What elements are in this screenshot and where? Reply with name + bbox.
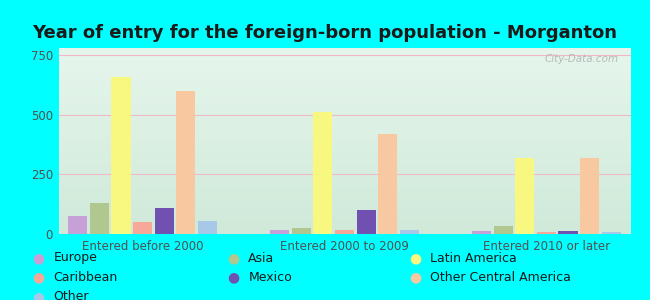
Bar	[400, 230, 419, 234]
Bar	[292, 228, 311, 234]
Bar	[472, 231, 491, 234]
Bar	[198, 221, 217, 234]
Bar	[133, 222, 152, 234]
Bar	[155, 208, 174, 234]
Text: Mexico: Mexico	[248, 271, 292, 284]
Bar	[580, 158, 599, 234]
Bar	[537, 232, 556, 234]
Text: Asia: Asia	[248, 251, 274, 265]
Text: Caribbean: Caribbean	[53, 271, 118, 284]
Bar	[111, 76, 131, 234]
Text: Latin America: Latin America	[430, 251, 517, 265]
Text: Other Central America: Other Central America	[430, 271, 571, 284]
Text: Other: Other	[53, 290, 89, 300]
Bar	[515, 158, 534, 234]
Bar	[90, 203, 109, 234]
Bar	[335, 230, 354, 234]
Text: ●: ●	[410, 271, 422, 284]
Text: ●: ●	[32, 290, 45, 300]
Text: ●: ●	[410, 251, 422, 265]
Bar	[558, 231, 578, 234]
Text: Europe: Europe	[53, 251, 98, 265]
Bar	[378, 134, 397, 234]
Text: ●: ●	[227, 251, 240, 265]
Text: ●: ●	[32, 251, 45, 265]
Text: City-Data.com: City-Data.com	[545, 54, 619, 64]
Bar	[493, 226, 513, 234]
Bar	[357, 210, 376, 234]
Text: ●: ●	[32, 271, 45, 284]
Bar	[270, 230, 289, 234]
Bar	[313, 112, 332, 234]
Bar	[176, 91, 196, 234]
Bar	[68, 216, 87, 234]
Bar	[602, 232, 621, 234]
Text: Year of entry for the foreign-born population - Morganton: Year of entry for the foreign-born popul…	[32, 24, 617, 42]
Text: ●: ●	[227, 271, 240, 284]
